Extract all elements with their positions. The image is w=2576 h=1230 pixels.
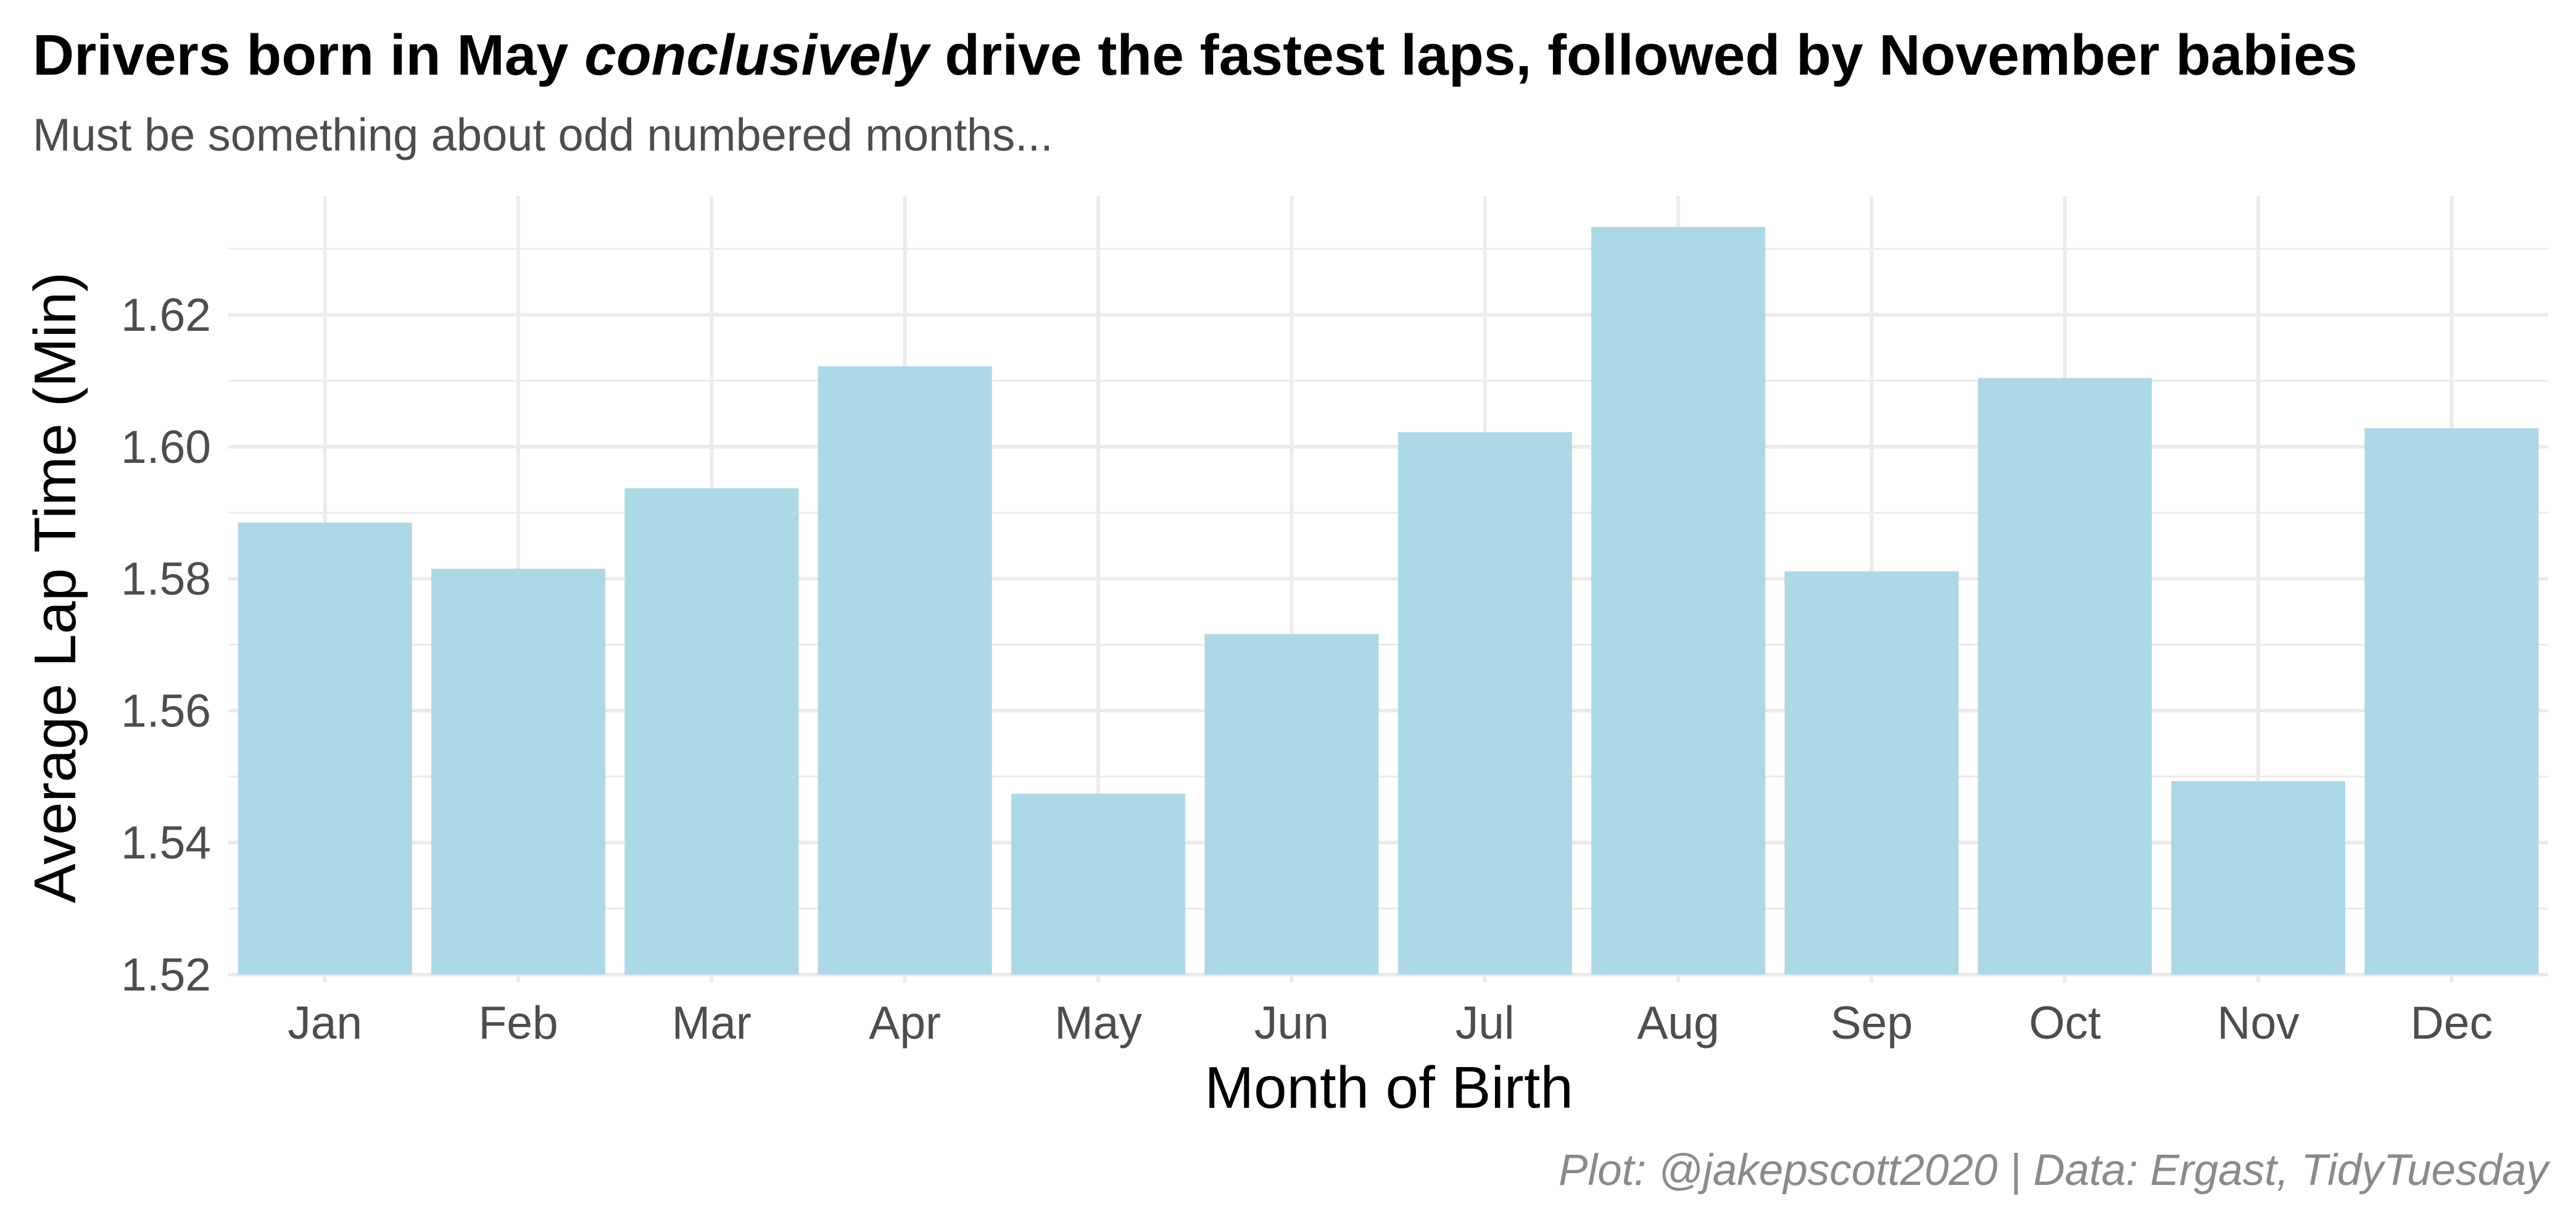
- bar-jan: [238, 522, 412, 974]
- x-tick-label: Apr: [869, 997, 941, 1049]
- chart-title: Drivers born in May conclusively drive t…: [33, 23, 2358, 86]
- bar-aug: [1591, 226, 1765, 974]
- bar-jun: [1204, 634, 1379, 974]
- y-axis-title: Average Lap Time (Min): [22, 272, 88, 904]
- y-tick-label: 1.62: [121, 289, 211, 341]
- y-tick-label: 1.56: [121, 684, 211, 736]
- bar-dec: [2364, 428, 2539, 974]
- bar-oct: [1978, 378, 2152, 974]
- y-tick-label: 1.58: [121, 553, 211, 605]
- chart-subtitle: Must be something about odd numbered mon…: [33, 109, 1053, 160]
- x-tick-label: Mar: [672, 997, 752, 1049]
- x-tick-label: Jul: [1456, 997, 1515, 1049]
- y-tick-label: 1.54: [121, 817, 211, 868]
- x-tick-label: Aug: [1637, 997, 1719, 1049]
- bar-nov: [2171, 781, 2345, 974]
- x-tick-label: May: [1054, 997, 1142, 1049]
- y-axis-ticks: 1.52 1.54 1.56 1.58 1.60 1.62: [121, 289, 211, 1000]
- title-part-after: drive the fastest laps, followed by Nove…: [929, 23, 2358, 87]
- bar-feb: [431, 568, 605, 974]
- x-tick-label: Jan: [288, 997, 362, 1049]
- bar-sep: [1784, 571, 1959, 974]
- y-tick-label: 1.52: [121, 949, 211, 1000]
- x-tick-label: Sep: [1831, 997, 1913, 1049]
- x-tick-label: Dec: [2411, 997, 2493, 1049]
- x-tick-label: Jun: [1254, 997, 1329, 1049]
- chart-caption: Plot: @jakepscott2020 | Data: Ergast, Ti…: [1558, 1146, 2548, 1195]
- bar-may: [1011, 794, 1185, 974]
- title-part-before: Drivers born in May: [33, 23, 585, 87]
- x-tick-label: Oct: [2029, 997, 2101, 1049]
- x-tick-label: Feb: [478, 997, 558, 1049]
- x-axis-title: Month of Birth: [1204, 1055, 1573, 1121]
- bar-apr: [818, 366, 992, 974]
- x-tick-label: Nov: [2217, 997, 2300, 1049]
- bars: [238, 226, 2539, 974]
- bar-jul: [1398, 432, 1572, 974]
- title-part-emphasis: conclusively: [584, 23, 929, 87]
- bar-mar: [624, 488, 799, 974]
- x-axis-ticks: Jan Feb Mar Apr May Jun Jul Aug Sep Oct Nov Dec: [288, 997, 2493, 1049]
- y-tick-label: 1.60: [121, 421, 211, 473]
